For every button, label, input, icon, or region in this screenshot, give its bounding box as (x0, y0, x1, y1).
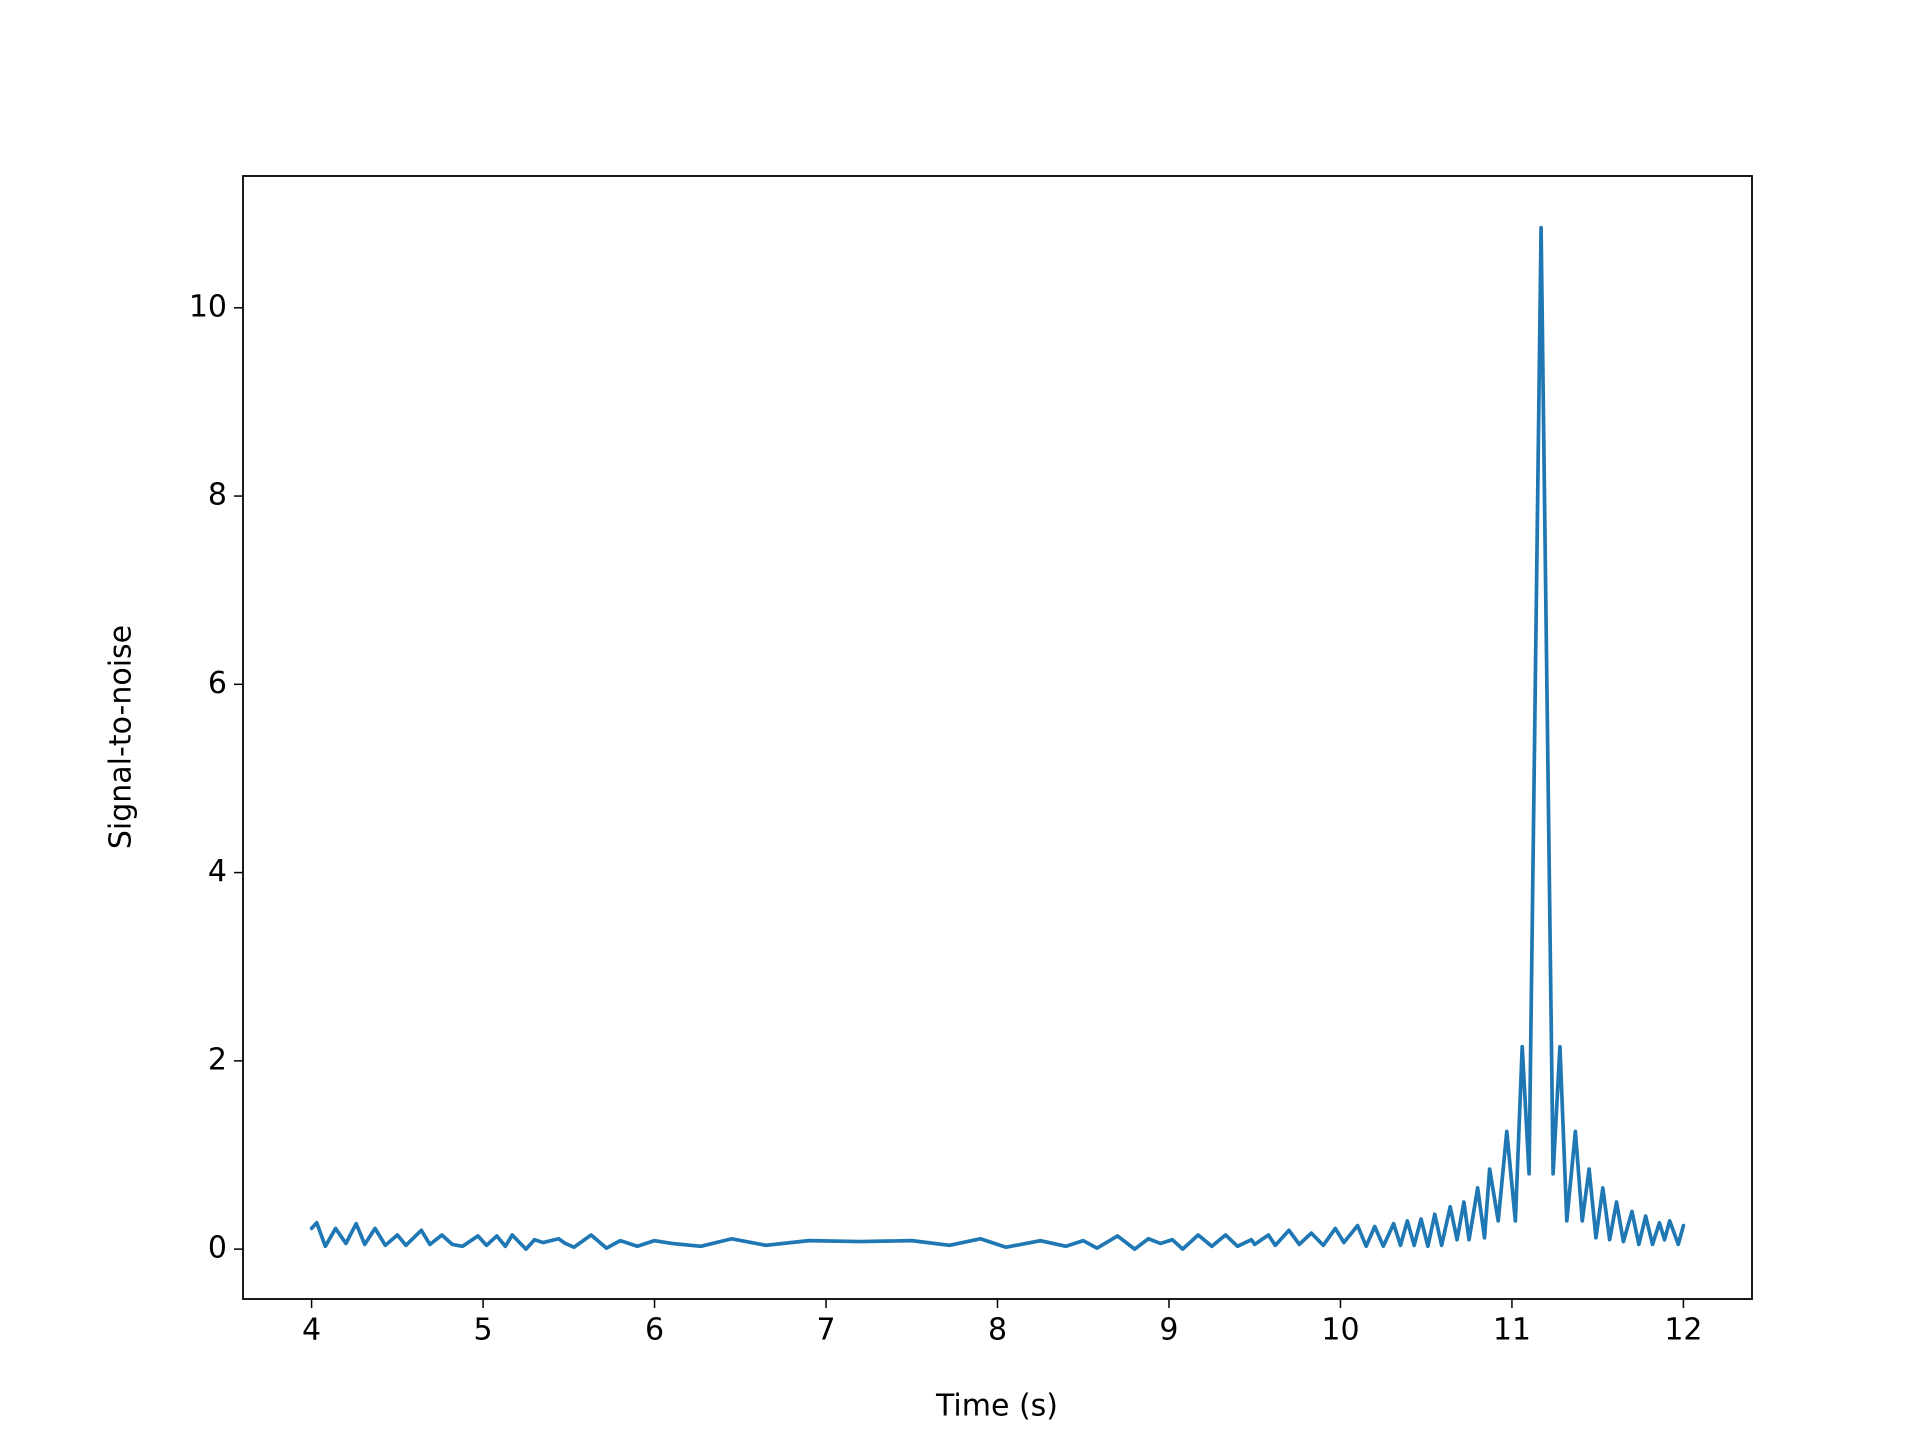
x-tick-label: 11 (1493, 1313, 1531, 1348)
x-tick-label: 12 (1664, 1313, 1702, 1348)
x-tick-label: 8 (988, 1313, 1007, 1348)
plot-frame (242, 175, 1753, 1300)
x-tick-label: 6 (645, 1313, 664, 1348)
y-axis-label: Signal-to-noise (104, 625, 139, 849)
x-tick-label: 7 (816, 1313, 835, 1348)
x-tick-label: 9 (1159, 1313, 1178, 1348)
y-tick-label: 0 (208, 1231, 227, 1266)
x-tick-label: 4 (302, 1313, 321, 1348)
y-tick-label: 2 (208, 1042, 227, 1077)
line-series (309, 225, 1686, 1251)
y-tick-label: 6 (208, 666, 227, 701)
y-tick-label: 4 (208, 854, 227, 889)
x-axis-label: Time (s) (935, 1389, 1058, 1424)
x-tick-label: 5 (474, 1313, 493, 1348)
x-tick-label: 10 (1321, 1313, 1359, 1348)
y-tick-label: 10 (189, 289, 227, 324)
y-tick-label: 8 (208, 478, 227, 513)
